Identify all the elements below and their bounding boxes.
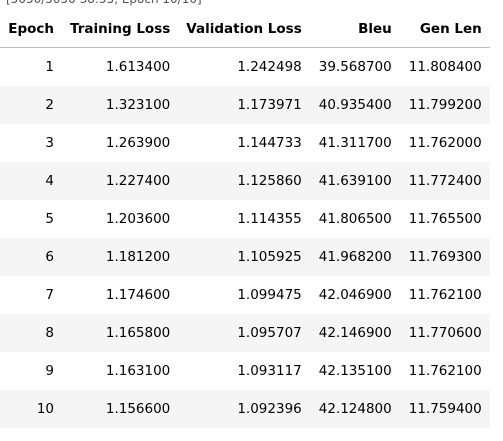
table-row: 4 1.227400 1.125860 41.639100 11.772400 <box>0 162 490 200</box>
cell-epoch: 9 <box>45 363 54 379</box>
cell-gen-len: 11.770600 <box>408 325 482 341</box>
table-row: 6 1.181200 1.105925 41.968200 11.769300 <box>0 238 490 276</box>
cell-bleu: 42.124800 <box>318 401 392 417</box>
cell-validation-loss: 1.105925 <box>237 249 302 265</box>
cell-validation-loss: 1.173971 <box>237 97 302 113</box>
cell-epoch: 3 <box>45 135 54 151</box>
cell-bleu: 42.046900 <box>318 287 392 303</box>
header-gen-len: Gen Len <box>399 10 490 48</box>
cell-epoch: 10 <box>36 401 54 417</box>
cell-gen-len: 11.765500 <box>408 211 482 227</box>
cell-validation-loss: 1.095707 <box>237 325 302 341</box>
cell-gen-len: 11.799200 <box>408 97 482 113</box>
cell-training-loss: 1.203600 <box>105 211 171 227</box>
cell-bleu: 41.311700 <box>318 135 392 151</box>
cell-bleu: 41.968200 <box>318 249 392 265</box>
cell-training-loss: 1.163100 <box>105 363 171 379</box>
header-validation-loss: Validation Loss <box>178 10 310 48</box>
cell-epoch: 2 <box>45 97 54 113</box>
cell-validation-loss: 1.093117 <box>237 363 302 379</box>
cell-epoch: 5 <box>45 211 54 227</box>
cell-epoch: 4 <box>45 173 54 189</box>
cell-validation-loss: 1.125860 <box>237 173 302 189</box>
header-epoch: Epoch <box>0 10 62 48</box>
header-training-loss: Training Loss <box>62 10 179 48</box>
cell-bleu: 42.146900 <box>318 325 392 341</box>
table-row: 3 1.263900 1.144733 41.311700 11.762000 <box>0 124 490 162</box>
table-row: 2 1.323100 1.173971 40.935400 11.799200 <box>0 86 490 124</box>
cell-gen-len: 11.772400 <box>408 173 482 189</box>
table-row: 8 1.165800 1.095707 42.146900 11.770600 <box>0 314 490 352</box>
cell-validation-loss: 1.242498 <box>237 59 302 75</box>
table-row: 10 1.156600 1.092396 42.124800 11.759400 <box>0 390 490 428</box>
cell-gen-len: 11.808400 <box>408 59 482 75</box>
table-row: 5 1.203600 1.114355 41.806500 11.765500 <box>0 200 490 238</box>
cell-epoch: 7 <box>45 287 54 303</box>
training-progress-text: [5050/5050 38:55, Epoch 10/10] <box>6 0 202 6</box>
cell-bleu: 40.935400 <box>318 97 392 113</box>
cell-validation-loss: 1.114355 <box>237 211 302 227</box>
table-row: 9 1.163100 1.093117 42.135100 11.762100 <box>0 352 490 390</box>
cell-training-loss: 1.165800 <box>105 325 171 341</box>
table-header-row: Epoch Training Loss Validation Loss Bleu… <box>0 10 490 48</box>
cell-gen-len: 11.762000 <box>408 135 482 151</box>
cell-training-loss: 1.323100 <box>105 97 171 113</box>
cell-validation-loss: 1.099475 <box>237 287 302 303</box>
cell-bleu: 39.568700 <box>318 59 392 75</box>
cell-gen-len: 11.762100 <box>408 363 482 379</box>
training-metrics-table: Epoch Training Loss Validation Loss Bleu… <box>0 10 490 428</box>
cell-gen-len: 11.769300 <box>408 249 482 265</box>
cell-training-loss: 1.174600 <box>105 287 171 303</box>
cell-gen-len: 11.759400 <box>408 401 482 417</box>
cell-training-loss: 1.263900 <box>105 135 171 151</box>
table-row: 1 1.613400 1.242498 39.568700 11.808400 <box>0 48 490 87</box>
cell-training-loss: 1.613400 <box>105 59 171 75</box>
cell-bleu: 42.135100 <box>318 363 392 379</box>
cell-training-loss: 1.156600 <box>105 401 171 417</box>
cell-epoch: 6 <box>45 249 54 265</box>
cell-bleu: 41.639100 <box>318 173 392 189</box>
cell-training-loss: 1.181200 <box>105 249 171 265</box>
cell-bleu: 41.806500 <box>318 211 392 227</box>
cell-validation-loss: 1.144733 <box>237 135 302 151</box>
cell-gen-len: 11.762100 <box>408 287 482 303</box>
cell-validation-loss: 1.092396 <box>237 401 302 417</box>
cell-epoch: 1 <box>45 59 54 75</box>
header-bleu: Bleu <box>309 10 400 48</box>
cell-training-loss: 1.227400 <box>105 173 171 189</box>
cell-epoch: 8 <box>45 325 54 341</box>
table-row: 7 1.174600 1.099475 42.046900 11.762100 <box>0 276 490 314</box>
